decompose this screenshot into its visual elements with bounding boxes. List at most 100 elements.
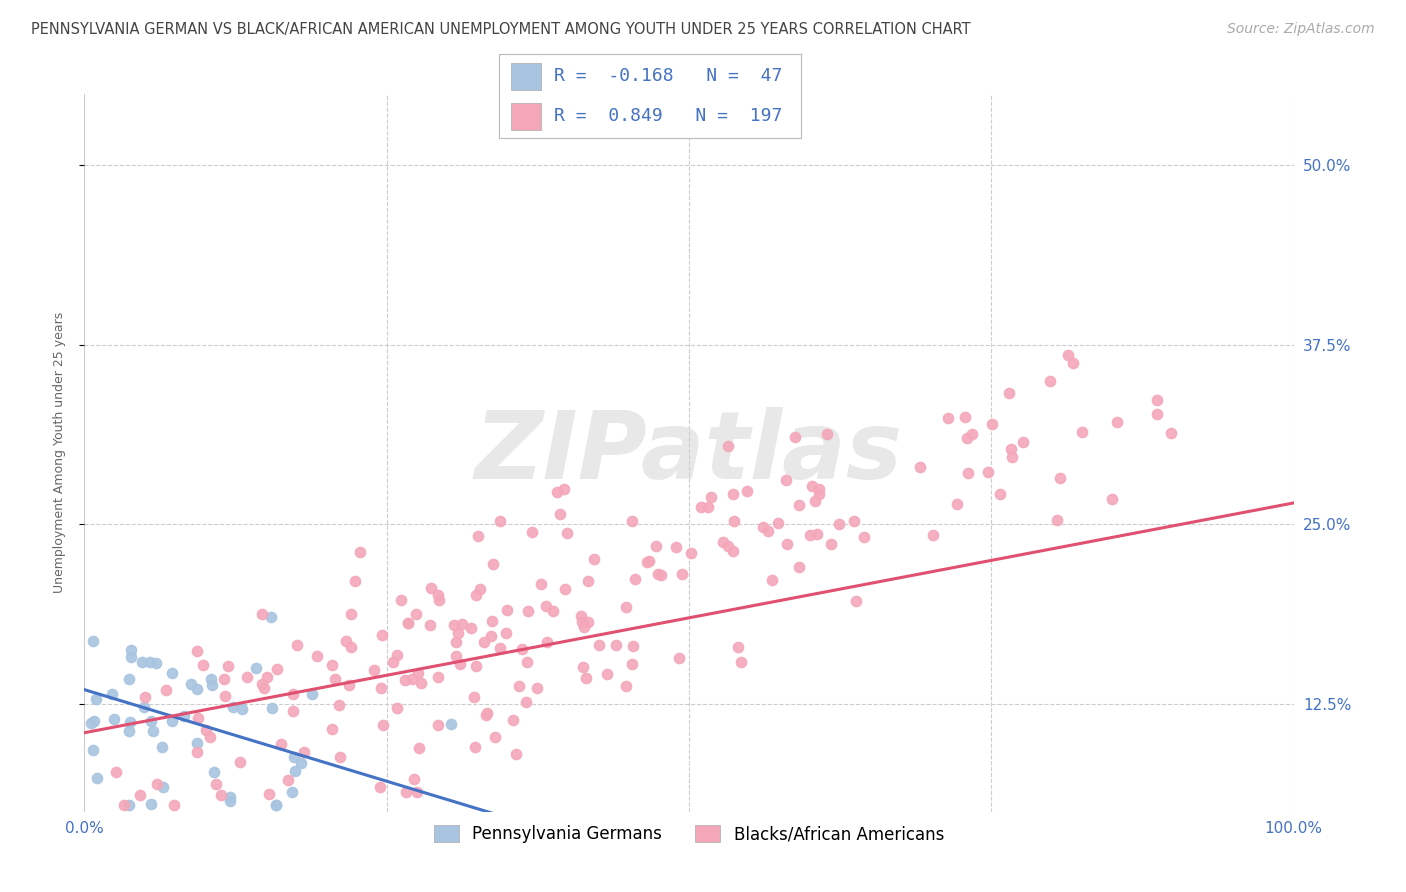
Point (146, 777, 169, 791)
Point (321, 722, 343, 736)
Point (787, 560, 810, 574)
Point (405, 607, 427, 621)
Point (150, 739, 173, 754)
Point (481, 614, 503, 628)
Point (451, 617, 474, 632)
Point (427, 670, 450, 684)
Point (218, 789, 240, 804)
Point (997, 386, 1019, 401)
Point (444, 634, 467, 648)
Point (200, 730, 222, 744)
Point (396, 615, 419, 630)
Point (489, 514, 512, 528)
Point (329, 749, 352, 764)
Point (477, 706, 499, 720)
Point (752, 519, 775, 533)
Point (553, 482, 575, 496)
Point (283, 749, 305, 764)
Point (101, 687, 124, 701)
Point (363, 663, 385, 677)
Point (301, 687, 323, 701)
Point (955, 431, 977, 445)
Point (803, 494, 825, 508)
Point (605, 638, 627, 652)
Point (761, 573, 783, 587)
Point (217, 659, 239, 673)
Point (264, 797, 287, 812)
Point (696, 500, 718, 515)
Point (285, 638, 308, 652)
Point (815, 427, 838, 442)
Point (717, 539, 740, 553)
Point (922, 528, 945, 542)
Point (103, 712, 125, 726)
Point (571, 615, 593, 629)
Point (187, 711, 209, 725)
Point (1062, 356, 1084, 370)
Point (505, 747, 527, 761)
Point (323, 673, 346, 687)
Point (173, 708, 195, 723)
Point (134, 690, 156, 704)
Point (408, 741, 430, 756)
Point (614, 679, 637, 693)
Point (321, 658, 343, 673)
Point (84, 692, 107, 706)
Point (1049, 471, 1071, 485)
Point (679, 546, 702, 560)
Point (700, 491, 723, 505)
Point (371, 628, 394, 642)
Bar (512, 62, 541, 90)
Point (1039, 374, 1062, 388)
Point (758, 524, 780, 539)
Point (447, 625, 470, 640)
Point (1046, 513, 1069, 527)
Point (546, 484, 568, 499)
Point (444, 648, 467, 663)
Point (205, 777, 228, 791)
Point (526, 681, 548, 695)
Point (807, 486, 830, 500)
Point (614, 599, 637, 614)
Point (305, 648, 328, 663)
Point (502, 713, 524, 727)
Point (723, 544, 745, 558)
Point (389, 592, 412, 607)
Point (337, 677, 360, 691)
Point (853, 530, 876, 544)
Text: Source: ZipAtlas.com: Source: ZipAtlas.com (1227, 22, 1375, 37)
Point (201, 678, 224, 692)
Point (530, 576, 553, 591)
Point (806, 527, 828, 541)
Point (134, 699, 156, 714)
Point (543, 604, 565, 618)
Point (576, 574, 599, 589)
Point (574, 620, 596, 634)
Point (443, 617, 465, 632)
Point (1001, 450, 1024, 465)
Bar (512, 103, 541, 130)
Point (735, 484, 758, 499)
Point (284, 764, 307, 779)
Point (465, 658, 488, 673)
Point (481, 629, 503, 643)
Point (186, 736, 208, 750)
Text: R =  -0.168   N =  47: R = -0.168 N = 47 (554, 68, 782, 86)
Point (596, 666, 619, 681)
Point (717, 439, 740, 453)
Point (440, 717, 463, 731)
Point (464, 739, 486, 754)
Point (139, 797, 162, 812)
Point (250, 607, 273, 622)
Point (621, 640, 644, 654)
Point (231, 701, 253, 715)
Point (1101, 492, 1123, 507)
Point (195, 723, 218, 737)
Point (152, 780, 174, 795)
Point (409, 675, 432, 690)
Point (981, 417, 1004, 432)
Point (186, 644, 208, 658)
Point (671, 567, 693, 582)
Point (1107, 416, 1129, 430)
Point (259, 787, 281, 801)
